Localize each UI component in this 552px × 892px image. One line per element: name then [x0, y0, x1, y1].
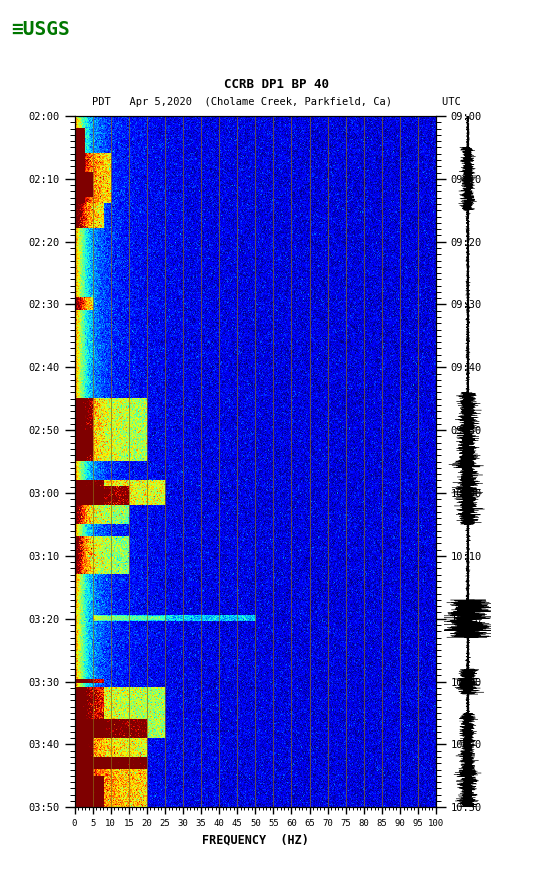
Text: CCRB DP1 BP 40: CCRB DP1 BP 40 [224, 78, 328, 91]
Text: ≡USGS: ≡USGS [11, 20, 70, 38]
Text: PDT   Apr 5,2020  (Cholame Creek, Parkfield, Ca)        UTC: PDT Apr 5,2020 (Cholame Creek, Parkfield… [92, 97, 460, 107]
X-axis label: FREQUENCY  (HZ): FREQUENCY (HZ) [202, 834, 309, 847]
